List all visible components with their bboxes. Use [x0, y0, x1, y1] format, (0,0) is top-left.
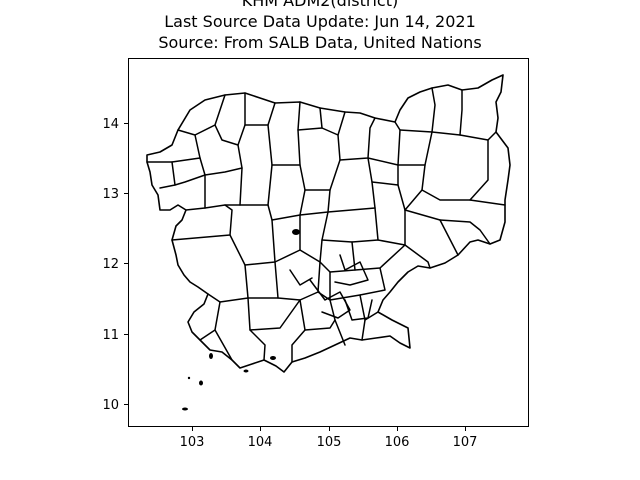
map-title-line-2: Last Source Data Update: Jun 14, 2021: [164, 12, 476, 31]
x-tick-label: 103: [180, 435, 205, 450]
axes-frame: [128, 58, 529, 427]
x-tick-label: 107: [453, 435, 478, 450]
x-tick-label: 106: [385, 435, 410, 450]
islands: [182, 229, 300, 411]
district-map: [146, 74, 511, 373]
x-tick-label: 104: [248, 435, 273, 450]
district-boundaries: [146, 87, 506, 363]
y-tick-label: 10: [102, 398, 119, 413]
map-title-line-3: Source: From SALB Data, United Nations: [158, 33, 482, 52]
y-tick-label: 12: [102, 257, 119, 272]
y-tick-label: 13: [102, 187, 119, 202]
y-tick-label: 11: [102, 328, 119, 343]
x-axis: 103 104 105 106 107: [180, 427, 478, 450]
y-tick-label: 14: [102, 117, 119, 132]
country-outline: [146, 74, 511, 373]
x-tick-label: 105: [317, 435, 342, 450]
y-axis: 10 11 12 13 14: [102, 117, 128, 413]
map-title-line-1: KHM ADM2(district): [241, 0, 399, 10]
